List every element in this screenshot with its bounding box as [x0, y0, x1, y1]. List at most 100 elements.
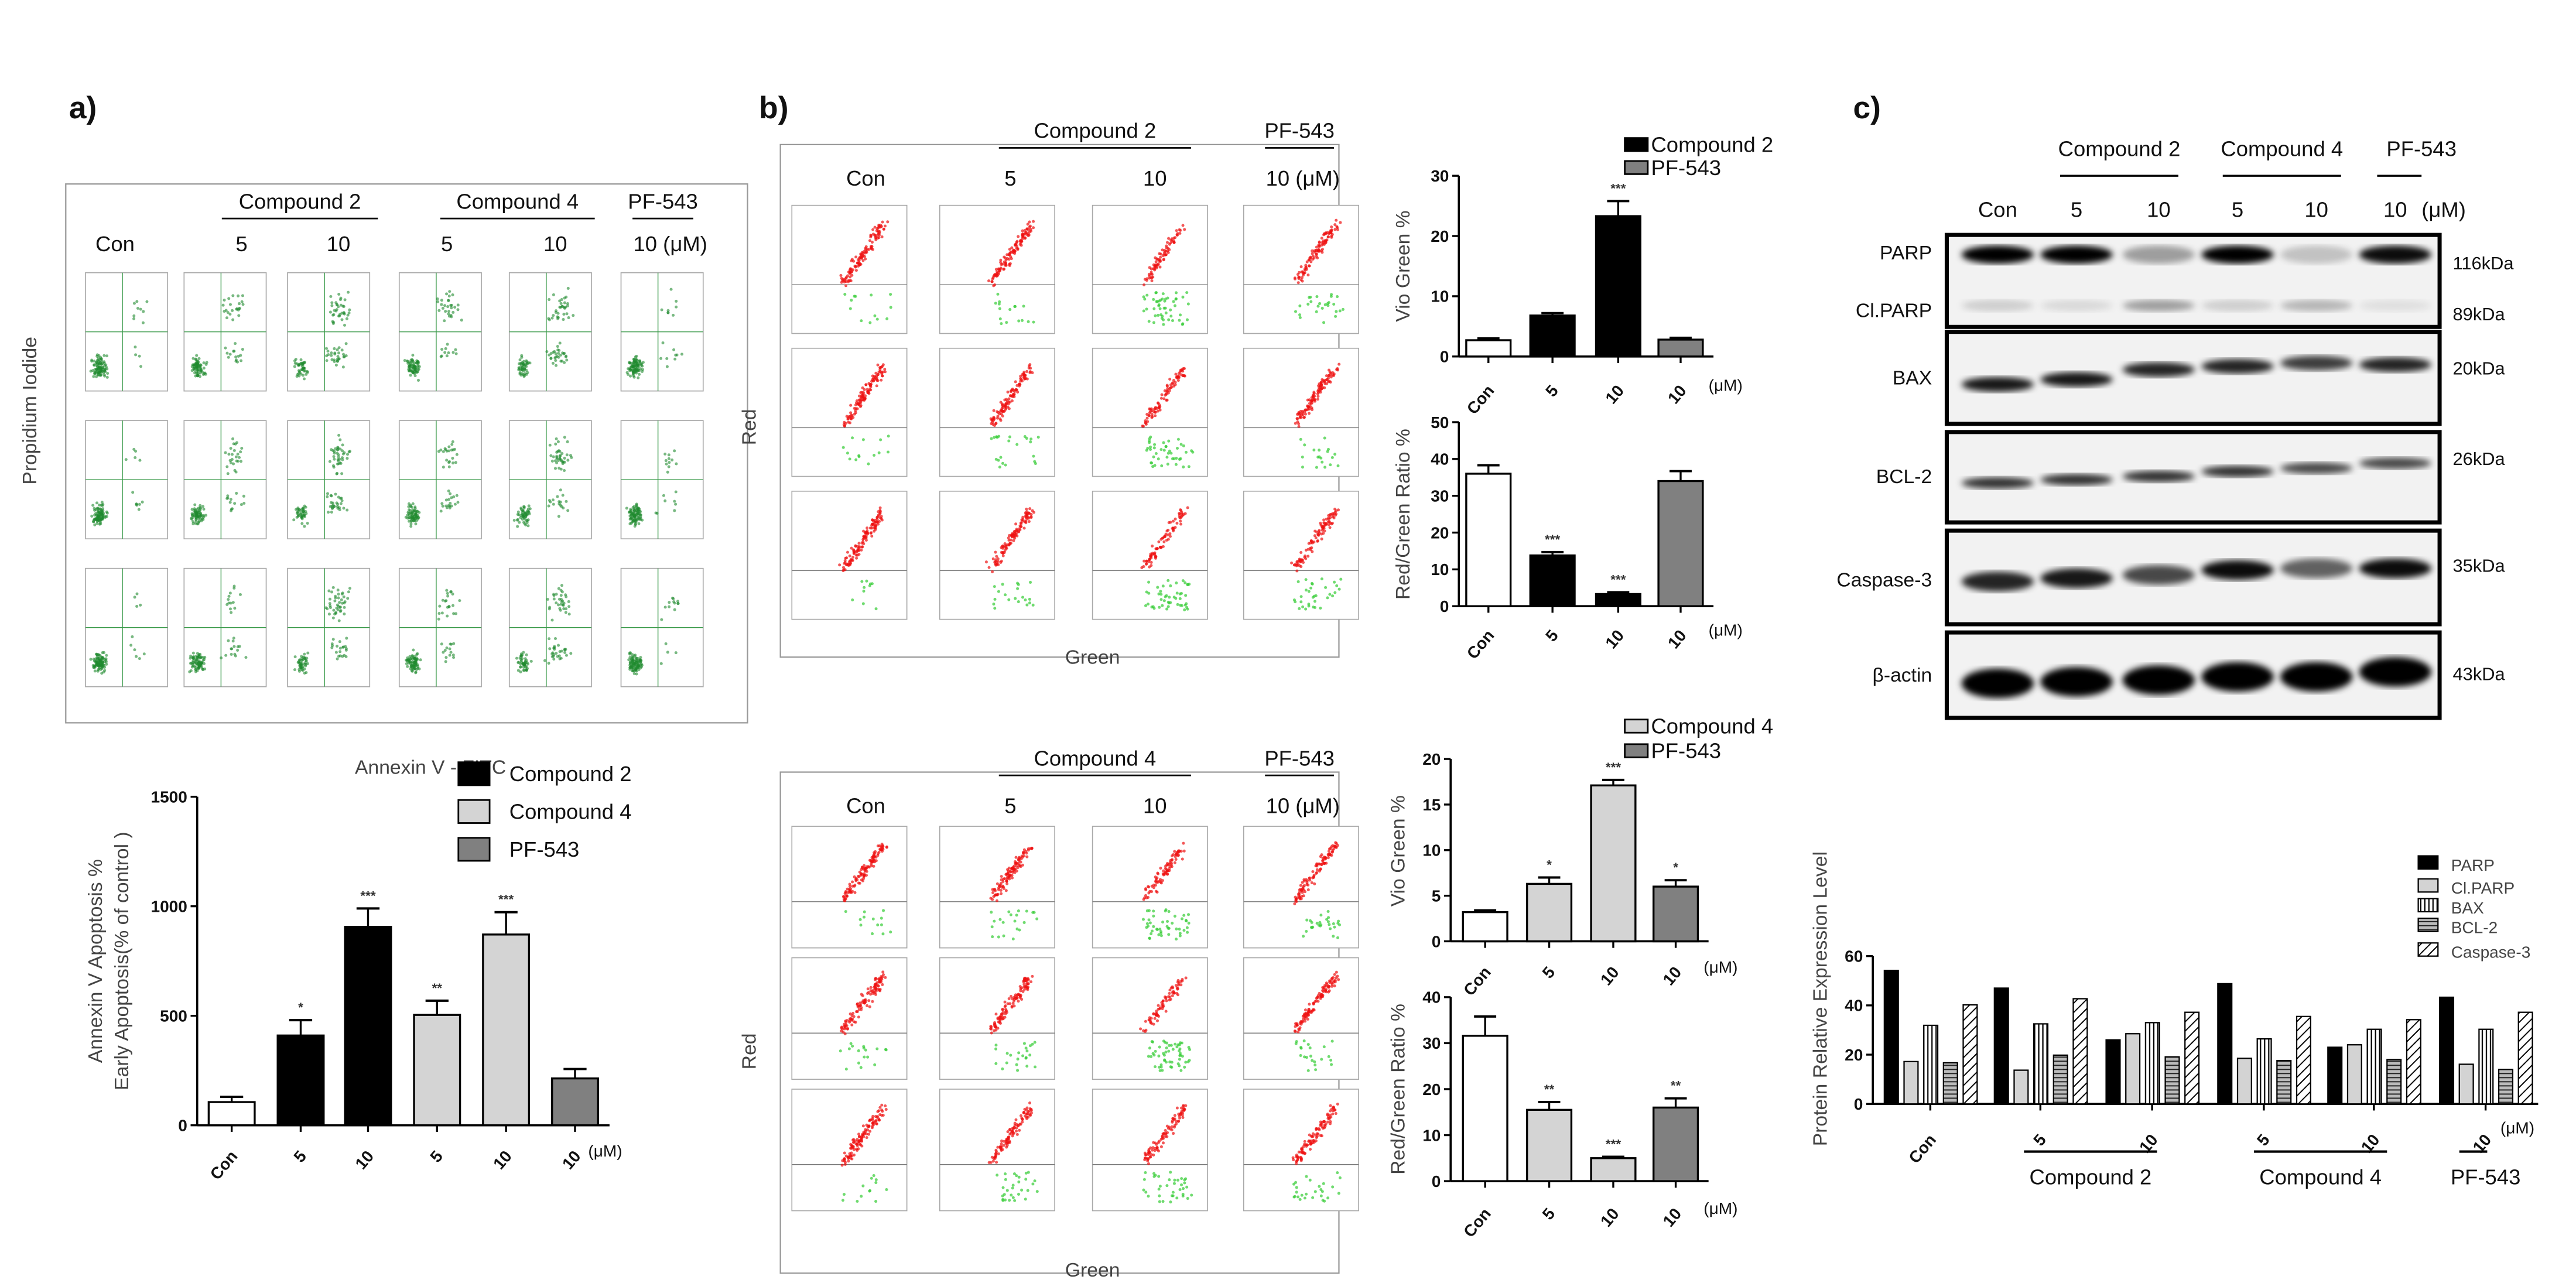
event-dot	[630, 522, 633, 525]
event-dot	[1025, 507, 1028, 511]
event-dot	[1312, 1001, 1315, 1005]
event-dot	[330, 590, 334, 594]
event-dot	[1320, 387, 1323, 391]
event-dot	[880, 235, 884, 238]
event-dot	[336, 608, 340, 612]
event-dot	[557, 603, 560, 607]
event-dot	[631, 372, 635, 376]
event-dot	[852, 1148, 856, 1151]
event-dot	[1023, 987, 1027, 991]
event-dot	[97, 362, 101, 365]
event-dot	[851, 1012, 855, 1015]
event-dot	[229, 601, 232, 605]
event-dot	[549, 357, 553, 360]
event-dot	[1161, 604, 1164, 607]
event-dot	[667, 453, 670, 457]
event-dot	[1022, 921, 1026, 924]
event-dot	[840, 280, 843, 284]
event-dot	[225, 351, 229, 355]
event-dot	[194, 519, 198, 523]
event-dot	[674, 353, 678, 357]
event-dot	[843, 1022, 846, 1026]
event-dot	[843, 279, 847, 282]
event-dot	[519, 670, 522, 673]
event-dot	[1168, 867, 1171, 870]
event-dot	[555, 461, 559, 464]
event-dot	[557, 515, 560, 518]
event-dot	[1000, 875, 1003, 878]
event-dot	[1171, 457, 1174, 460]
event-dot	[548, 298, 551, 302]
event-dot	[663, 452, 667, 456]
event-dot	[1013, 1199, 1017, 1202]
event-dot	[522, 651, 525, 654]
event-dot	[1147, 918, 1151, 922]
flow-plot	[1243, 826, 1359, 949]
event-dot	[1313, 534, 1316, 538]
event-dot	[1152, 886, 1155, 889]
event-dot	[881, 220, 884, 224]
event-dot	[1010, 257, 1013, 261]
event-dot	[1306, 1069, 1310, 1072]
event-dot	[838, 563, 841, 567]
event-dot	[1337, 587, 1341, 591]
event-dot	[339, 502, 343, 505]
event-dot	[1150, 890, 1154, 894]
event-dot	[337, 593, 340, 596]
event-dot	[227, 355, 230, 359]
event-dot	[843, 1161, 847, 1164]
event-dot	[543, 659, 547, 662]
event-dot	[1001, 262, 1004, 266]
event-dot	[1014, 522, 1018, 526]
event-dot	[235, 459, 238, 463]
event-dot	[886, 220, 890, 224]
y-axis-label: Red	[739, 409, 761, 446]
event-dot	[638, 372, 641, 376]
event-dot	[347, 590, 350, 594]
flow-plot	[939, 204, 1055, 334]
event-dot	[876, 923, 880, 927]
event-dot	[340, 456, 344, 460]
event-dot	[133, 596, 136, 599]
event-dot	[1004, 1004, 1007, 1008]
event-dot	[558, 657, 562, 661]
event-dot	[1152, 1012, 1155, 1015]
x-axis-label: Green	[1065, 646, 1120, 668]
event-dot	[1183, 608, 1186, 611]
event-dot	[875, 384, 878, 388]
event-dot	[195, 365, 199, 369]
event-dot	[880, 378, 883, 382]
event-dot	[1006, 1130, 1010, 1134]
flow-plot	[1243, 957, 1359, 1080]
event-dot	[1294, 422, 1297, 425]
event-dot	[1304, 412, 1307, 416]
event-dot	[990, 1031, 993, 1035]
event-dot	[1004, 1172, 1007, 1176]
event-dot	[97, 367, 101, 370]
event-dot	[332, 455, 336, 459]
event-dot	[1174, 372, 1178, 376]
event-dot	[341, 452, 345, 456]
event-dot	[304, 664, 307, 668]
event-dot	[446, 305, 450, 309]
event-dot	[990, 422, 993, 425]
event-dot	[106, 372, 110, 375]
event-dot	[1030, 846, 1034, 850]
flow-plot	[183, 420, 267, 540]
event-dot	[528, 361, 532, 365]
event-dot	[857, 542, 861, 545]
event-dot	[330, 494, 333, 498]
event-dot	[419, 658, 422, 662]
event-dot	[1027, 320, 1030, 323]
event-dot	[550, 618, 554, 622]
event-dot	[1311, 870, 1315, 874]
event-dot	[1175, 229, 1178, 232]
event-dot	[549, 454, 553, 457]
event-dot	[333, 353, 337, 356]
event-dot	[998, 1021, 1002, 1025]
event-dot	[1002, 1144, 1005, 1147]
event-dot	[1329, 512, 1332, 516]
event-dot	[1151, 465, 1155, 468]
event-dot	[849, 887, 853, 891]
event-dot	[328, 460, 331, 463]
